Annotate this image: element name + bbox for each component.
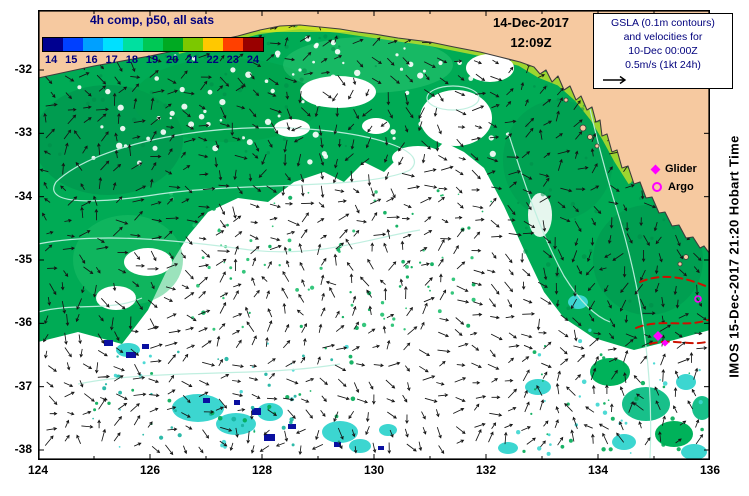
x-axis-tick-label: 128 <box>251 463 273 477</box>
colorbar-tick-label: 18 <box>125 54 138 66</box>
x-axis-tick-label: 126 <box>139 463 161 477</box>
colorbar-gradient <box>42 37 264 52</box>
colorbar-tick-label: 21 <box>186 54 199 66</box>
y-axis-tick-label: -35 <box>14 251 32 266</box>
x-axis-tick-label: 136 <box>699 463 721 477</box>
colorbar-tick-label: 20 <box>166 54 179 66</box>
glider-marker[interactable] <box>653 331 663 341</box>
legend-argo-label: Argo <box>668 181 694 193</box>
map-time: 12:09Z <box>510 35 552 51</box>
y-axis-tick-label: -37 <box>14 378 32 393</box>
coastline <box>38 24 710 255</box>
colorbar-tick-label: 22 <box>206 54 219 66</box>
sst-speckles <box>46 22 704 456</box>
colorbar-tick-label: 19 <box>145 54 159 66</box>
x-axis-tick-label: 130 <box>363 463 385 477</box>
info-line-1: GSLA (0.1m contours) <box>611 17 715 29</box>
x-axis-tick-label: 132 <box>475 463 497 477</box>
y-axis-tick-label: -33 <box>14 125 32 140</box>
colorbar-tick-label: 14 <box>44 54 58 66</box>
land-mass <box>38 10 710 267</box>
imos-watermark: IMOS 15-Dec-2017 21:20 Hobart Time <box>726 135 742 378</box>
gsla-info-box: GSLA (0.1m contours) and velocities for … <box>593 13 733 89</box>
legend-argo: Argo <box>652 181 694 193</box>
info-line-3: 10-Dec 00:00Z <box>628 44 698 57</box>
temperature-fronts <box>635 275 710 345</box>
colorbar-tick-label: 15 <box>65 54 78 66</box>
x-axis-tick-label: 134 <box>587 463 609 477</box>
glider-marker[interactable] <box>661 339 669 347</box>
info-line-2: and velocities for <box>623 30 703 43</box>
colorbar-tick-label: 16 <box>85 54 98 66</box>
legend-glider-label: Glider <box>665 163 697 175</box>
x-axis-tick-label: 124 <box>27 463 49 477</box>
plot-frame <box>38 10 710 460</box>
y-axis-tick-label: -32 <box>14 62 32 76</box>
colorbar-tick-label: 17 <box>105 54 118 66</box>
map-date: 14-Dec-2017 <box>493 15 569 30</box>
legend-glider: Glider <box>650 163 697 175</box>
map-datetime: 14-Dec-2017 12:09Z <box>468 13 594 53</box>
colorbar-tick-labels: 14 15 16 17 18 19 20 21 22 23 24 <box>41 54 263 66</box>
argo-circle-icon <box>652 182 662 192</box>
colorbar-title: 4h comp, p50, all sats <box>89 13 215 27</box>
y-axis-tick-label: -38 <box>14 441 32 456</box>
colorbar-tick-label: 23 <box>226 54 239 66</box>
argo-marker[interactable] <box>694 295 702 303</box>
y-axis-tick-label: -34 <box>14 188 32 203</box>
y-axis-tick-label: -36 <box>14 315 32 330</box>
velocity-scale-arrow-icon <box>603 75 627 84</box>
colorbar-tick-label: 24 <box>246 54 260 66</box>
info-line-4: 0.5m/s (1kt 24h) <box>625 58 701 71</box>
glider-diamond-icon <box>650 164 661 174</box>
